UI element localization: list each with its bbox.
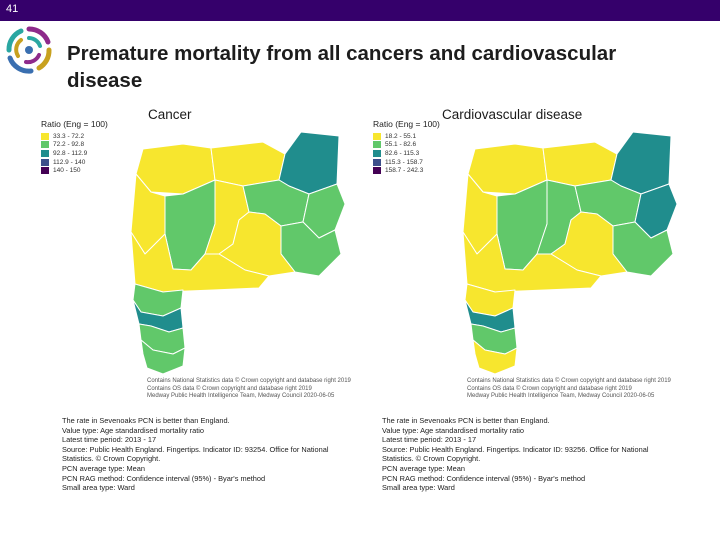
attribution-line: Contains National Statistics data © Crow… (147, 378, 351, 384)
attribution-line: Contains OS data © Crown copyright and d… (147, 385, 312, 392)
legend-label: 33.3 - 72.2 (53, 132, 85, 140)
ward-north-central (542, 141, 618, 187)
cvd-map-title: Cardiovascular disease (442, 107, 583, 122)
attribution-line: Medway Public Health Intelligence Team, … (467, 393, 655, 399)
cancer-legend-title: Ratio (Eng = 100) (41, 119, 108, 129)
legend-swatch (41, 141, 49, 149)
caption-line: The rate in Sevenoaks PCN is better than… (62, 416, 230, 425)
caption-line: PCN RAG method: Confidence interval (95%… (382, 473, 586, 483)
cancer-legend: Ratio (Eng = 100) 33.3 - 72.2 72.2 - 92.… (41, 119, 108, 175)
legend-item: 115.3 - 158.7 (373, 158, 440, 167)
attribution-line: Contains National Statistics data © Crow… (467, 378, 671, 384)
legend-label: 92.8 - 112.9 (53, 149, 88, 157)
legend-label: 158.7 - 242.3 (385, 167, 424, 175)
legend-swatch (41, 158, 49, 166)
cvd-caption: The rate in Sevenoaks PCN is better than… (382, 416, 682, 493)
attribution-line: Contains OS data © Crown copyright and d… (467, 385, 632, 392)
legend-label: 18.2 - 55.1 (385, 132, 417, 140)
caption-line: PCN RAG method: Confidence interval (95%… (62, 473, 266, 483)
ward-south-extension-bottom (472, 339, 518, 375)
caption-line: Value type: Age standardised mortality r… (62, 425, 205, 435)
legend-swatch (41, 149, 49, 157)
caption-line: The rate in Sevenoaks PCN is better than… (382, 416, 550, 425)
legend-swatch (41, 132, 49, 140)
caption-line: Source: Public Health England. Fingertip… (382, 444, 649, 464)
legend-item: 112.9 - 140 (41, 158, 108, 167)
cvd-ward-map (462, 131, 678, 375)
cancer-map-panel: Cancer Ratio (Eng = 100) 33.3 - 72.2 72.… (33, 104, 373, 404)
attribution-line: Medway Public Health Intelligence Team, … (147, 393, 335, 399)
page-title: Premature mortality from all cancers and… (67, 42, 617, 92)
caption-line: Source: Public Health England. Fingertip… (62, 444, 329, 464)
caption-line: PCN average type: Mean (382, 463, 465, 473)
legend-item: 82.6 - 115.3 (373, 149, 440, 158)
slide-number: 41 (6, 3, 19, 15)
legend-label: 112.9 - 140 (53, 158, 86, 166)
ward-north-east (278, 131, 340, 195)
cancer-map-attribution: Contains National Statistics data © Crow… (147, 378, 351, 401)
legend-swatch (373, 132, 381, 140)
cvd-map-panel: Cardiovascular disease Ratio (Eng = 100)… (365, 104, 705, 404)
legend-swatch (373, 158, 381, 166)
caption-line: Small area type: Ward (62, 483, 135, 493)
legend-swatch (41, 167, 49, 175)
legend-item: 92.8 - 112.9 (41, 149, 108, 158)
caption-line: Value type: Age standardised mortality r… (382, 425, 525, 435)
ward-north-central (210, 141, 286, 187)
legend-item: 55.1 - 82.6 (373, 141, 440, 150)
caption-line: Small area type: Ward (382, 483, 455, 493)
caption-line: PCN average type: Mean (62, 463, 145, 473)
legend-label: 55.1 - 82.6 (385, 141, 417, 149)
legend-item: 72.2 - 92.8 (41, 141, 108, 150)
legend-label: 115.3 - 158.7 (385, 158, 423, 166)
caption-line: Latest time period: 2013 - 17 (62, 435, 157, 445)
cancer-ward-map (130, 131, 346, 375)
cancer-map-title: Cancer (148, 107, 192, 122)
legend-item: 33.3 - 72.2 (41, 132, 108, 141)
ward-south-extension-bottom (140, 339, 186, 375)
cvd-legend-title: Ratio (Eng = 100) (373, 119, 440, 129)
caption-line: Latest time period: 2013 - 17 (382, 435, 477, 445)
top-band: 41 (0, 0, 720, 21)
legend-swatch (373, 149, 381, 157)
legend-item: 18.2 - 55.1 (373, 132, 440, 141)
legend-label: 72.2 - 92.8 (53, 141, 85, 149)
legend-label: 140 - 150 (53, 167, 81, 175)
cvd-legend: Ratio (Eng = 100) 18.2 - 55.1 55.1 - 82.… (373, 119, 440, 175)
legend-label: 82.6 - 115.3 (385, 149, 420, 157)
cvd-map-attribution: Contains National Statistics data © Crow… (467, 378, 671, 401)
legend-swatch (373, 141, 381, 149)
ward-north-east (610, 131, 672, 195)
logo-icon (6, 26, 52, 74)
legend-swatch (373, 167, 381, 175)
legend-item: 140 - 150 (41, 166, 108, 175)
cancer-caption: The rate in Sevenoaks PCN is better than… (62, 416, 362, 493)
legend-item: 158.7 - 242.3 (373, 166, 440, 175)
